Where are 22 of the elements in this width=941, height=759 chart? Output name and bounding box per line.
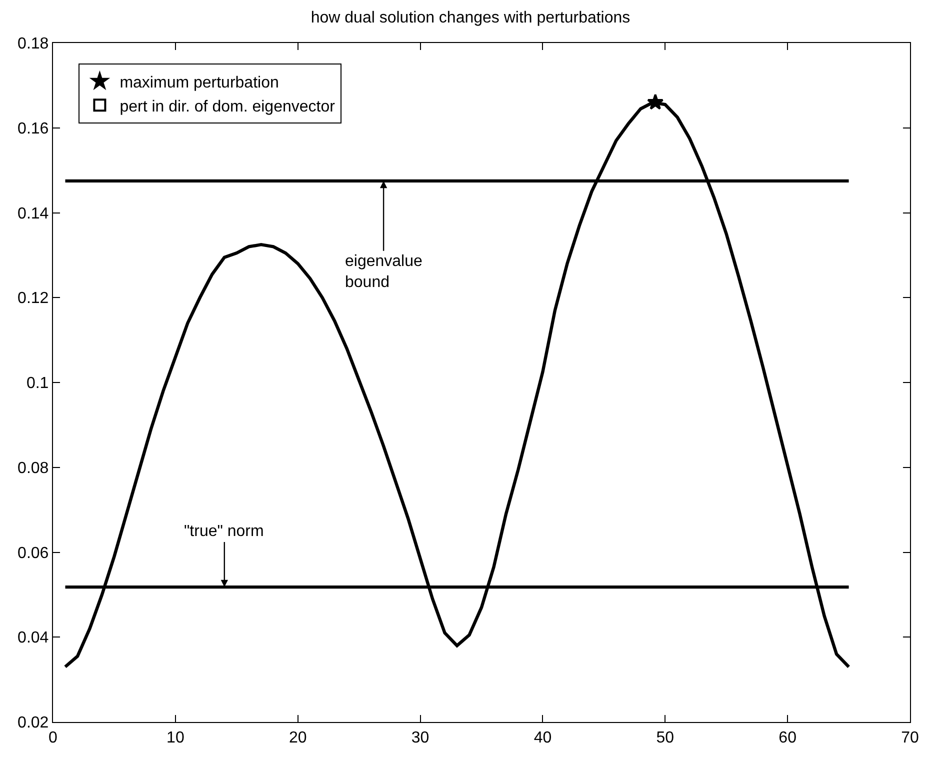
- x-tick-label: 30: [411, 729, 430, 746]
- y-tick-label: 0.04: [18, 630, 49, 647]
- x-tick-label: 50: [656, 729, 674, 746]
- legend-label: maximum perturbation: [120, 74, 279, 92]
- x-tick-label: 20: [288, 729, 307, 746]
- x-tick-label: 60: [778, 729, 797, 746]
- y-tick-label: 0.02: [18, 714, 49, 732]
- annotation: eigenvalue bound: [345, 253, 422, 291]
- y-tick-label: 0.06: [18, 544, 49, 562]
- x-tick-label: 40: [534, 729, 552, 746]
- y-tick-label: 0.1: [26, 375, 49, 392]
- y-tick-label: 0.16: [18, 120, 49, 138]
- y-tick-label: 0.08: [18, 460, 49, 477]
- y-tick-label: 0.18: [18, 36, 49, 53]
- legend-label: pert in dir. of dom. eigenvector: [120, 98, 336, 116]
- chart-title: how dual solution changes with perturbations: [310, 10, 630, 27]
- x-tick-label: 10: [166, 729, 184, 746]
- x-tick-label: 0: [48, 729, 58, 746]
- x-tick-label: 70: [901, 729, 919, 746]
- y-tick-label: 0.14: [18, 205, 49, 222]
- annotation: "true" norm: [184, 523, 264, 540]
- y-tick-label: 0.12: [18, 290, 49, 308]
